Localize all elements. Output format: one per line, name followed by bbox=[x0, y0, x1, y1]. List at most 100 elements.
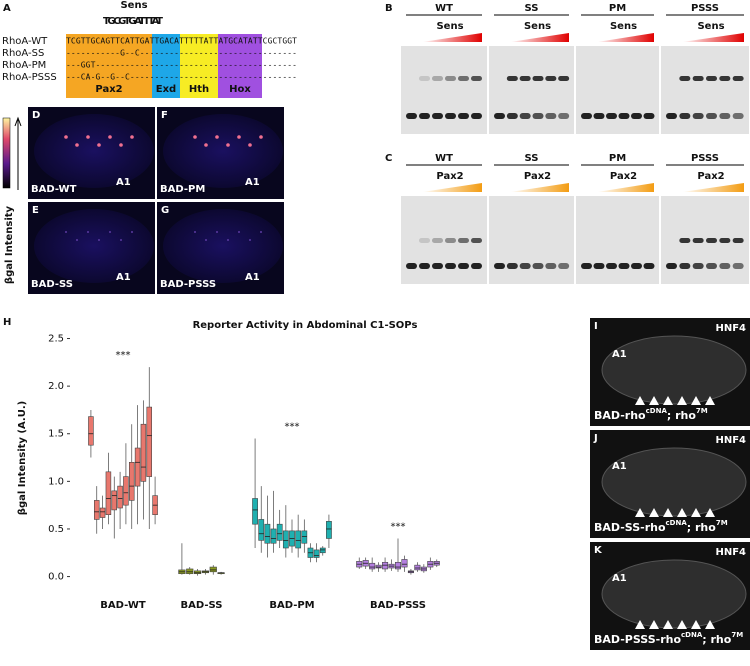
arrowhead bbox=[663, 396, 673, 405]
logo-label: Sens bbox=[120, 0, 147, 11]
box bbox=[129, 462, 135, 501]
signal-spot bbox=[86, 135, 90, 139]
signal-spot bbox=[109, 231, 111, 233]
signal-spot bbox=[108, 135, 112, 139]
band bbox=[419, 113, 430, 119]
sequence: TCGTTGCAGTTCATTGATTGACATTTTTATTATGCATATT… bbox=[66, 37, 297, 46]
signal-spot bbox=[130, 135, 134, 139]
arrowhead bbox=[635, 508, 645, 517]
signal-spot bbox=[205, 239, 207, 241]
sequence: ---GGT----------------------------------… bbox=[66, 61, 297, 70]
embryo bbox=[34, 114, 154, 188]
panel-letter: F bbox=[161, 110, 168, 121]
label-part: cDNA bbox=[681, 631, 703, 639]
shift-band bbox=[445, 76, 456, 81]
tile-label: BAD-WT bbox=[31, 184, 77, 195]
protein-label: Sens bbox=[697, 21, 724, 32]
x-tick-label: BAD-SS bbox=[181, 600, 223, 611]
box bbox=[258, 519, 265, 541]
band bbox=[545, 113, 557, 119]
panel-letter: D bbox=[32, 110, 40, 121]
box bbox=[401, 559, 408, 568]
shift-band bbox=[458, 76, 469, 81]
signal-spot bbox=[260, 231, 262, 233]
band bbox=[471, 263, 482, 269]
shift-band bbox=[732, 76, 744, 81]
box bbox=[369, 562, 376, 570]
arrowhead bbox=[677, 508, 687, 517]
band bbox=[618, 113, 630, 119]
signal-spot bbox=[215, 135, 219, 139]
y-tick-label: 1.5 bbox=[48, 429, 64, 440]
band bbox=[406, 113, 417, 119]
band bbox=[494, 263, 505, 269]
gel-image bbox=[661, 46, 749, 134]
stain-label: HNF4 bbox=[715, 435, 746, 446]
panel-letter: K bbox=[594, 545, 603, 556]
signal-spot bbox=[97, 143, 101, 147]
box bbox=[264, 523, 271, 544]
region-box bbox=[66, 34, 152, 98]
signal-spot bbox=[120, 239, 122, 241]
genotype-label: BAD-SS-rhocDNA; rho7M bbox=[594, 519, 728, 534]
box bbox=[88, 416, 94, 446]
arrowhead bbox=[705, 620, 715, 629]
signal-spot bbox=[226, 143, 230, 147]
shift-band bbox=[558, 76, 570, 81]
segment-label: A1 bbox=[245, 272, 260, 283]
protein-label: Pax2 bbox=[436, 171, 463, 182]
signal-spot bbox=[87, 231, 89, 233]
shift-band bbox=[545, 76, 557, 81]
gel-image bbox=[489, 46, 574, 134]
segment-label: A1 bbox=[612, 461, 627, 472]
band bbox=[666, 113, 677, 119]
label-part: ; rho bbox=[687, 521, 716, 534]
band bbox=[581, 263, 592, 269]
shift-band bbox=[519, 76, 531, 81]
region-label: Pax2 bbox=[95, 84, 122, 95]
signal-spot bbox=[75, 143, 79, 147]
titration-triangle bbox=[597, 183, 654, 192]
shift-band bbox=[732, 238, 744, 243]
band bbox=[581, 113, 592, 119]
box bbox=[295, 530, 302, 549]
embryo bbox=[601, 335, 747, 405]
signal-spot bbox=[76, 239, 78, 241]
arrowhead bbox=[705, 508, 715, 517]
band bbox=[631, 263, 642, 269]
arrowhead bbox=[677, 620, 687, 629]
embryo bbox=[34, 209, 154, 283]
signal-spot bbox=[119, 143, 123, 147]
arrowhead bbox=[663, 508, 673, 517]
shift-band bbox=[445, 238, 456, 243]
gel-image bbox=[576, 46, 659, 134]
arrowhead bbox=[663, 620, 673, 629]
colorbar-label: βgal Intensity bbox=[4, 205, 15, 284]
band bbox=[618, 263, 630, 269]
titration-triangle bbox=[510, 33, 569, 42]
band bbox=[471, 113, 482, 119]
signal-spot bbox=[194, 231, 196, 233]
box bbox=[313, 549, 320, 558]
signal-spot bbox=[98, 239, 100, 241]
segment-label: A1 bbox=[116, 272, 131, 283]
box bbox=[105, 471, 112, 515]
label-part: BAD-PSSS-rho bbox=[594, 633, 681, 646]
band bbox=[606, 113, 617, 119]
shift-band bbox=[471, 238, 482, 243]
label-part: 7M bbox=[696, 407, 708, 415]
box bbox=[111, 490, 118, 511]
band bbox=[445, 113, 456, 119]
row-name: RhoA-WT bbox=[2, 36, 48, 47]
region-label: Hth bbox=[189, 84, 209, 95]
box bbox=[134, 447, 141, 487]
shift-band bbox=[706, 238, 717, 243]
band bbox=[558, 113, 570, 119]
band bbox=[706, 263, 717, 269]
protein-label: Pax2 bbox=[697, 171, 724, 182]
arrowhead bbox=[635, 396, 645, 405]
shift-band bbox=[432, 238, 443, 243]
band bbox=[532, 263, 544, 269]
protein-label: Sens bbox=[610, 21, 637, 32]
colorbar bbox=[2, 117, 11, 189]
